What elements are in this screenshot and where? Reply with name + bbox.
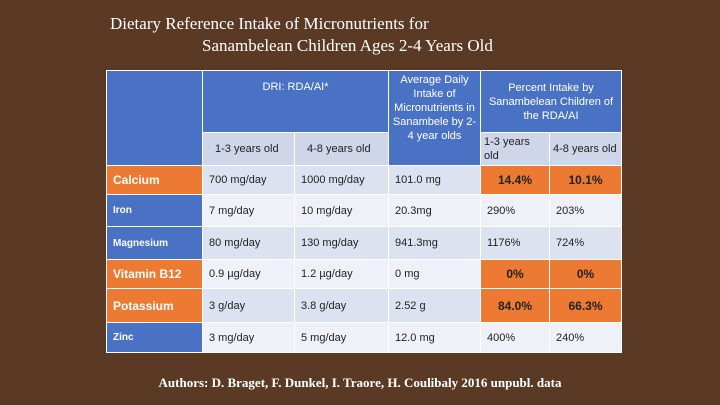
cell-pct-4-8: 10.1% xyxy=(549,165,623,195)
cell-dri-4-8: 1.2 µg/day xyxy=(293,259,390,289)
cell-dri-1-3: 3 mg/day xyxy=(202,322,295,353)
row-label: Iron xyxy=(106,194,203,227)
table-row: Potassium 3 g/day 3.8 g/day 2.52 g 84.0%… xyxy=(106,288,623,323)
row-label: Vitamin B12 xyxy=(106,259,203,289)
table-row: Calcium 700 mg/day 1000 mg/day 101.0 mg … xyxy=(106,165,623,195)
row-label: Potassium xyxy=(106,288,203,323)
cell-pct-1-3: 0% xyxy=(480,259,551,289)
cell-pct-1-3: 290% xyxy=(480,194,551,227)
cell-average-intake: 101.0 mg xyxy=(388,165,482,195)
cell-average-intake: 0 mg xyxy=(388,259,482,289)
cell-pct-1-3: 400% xyxy=(480,322,551,353)
cell-average-intake: 20.3mg xyxy=(388,194,482,227)
cell-pct-4-8: 240% xyxy=(549,322,623,353)
cell-pct-1-3: 14.4% xyxy=(480,165,551,195)
cell-dri-4-8: 3.8 g/day xyxy=(293,288,390,323)
table-row: Zinc 3 mg/day 5 mg/day 12.0 mg 400% 240% xyxy=(106,322,623,353)
cell-dri-4-8: 5 mg/day xyxy=(293,322,390,353)
header-dri: DRI: RDA/AI* xyxy=(201,70,390,133)
cell-pct-4-8: 724% xyxy=(549,226,623,260)
micronutrient-table: DRI: RDA/AI* Average Daily Intake of Mic… xyxy=(106,70,623,353)
cell-average-intake: 2.52 g xyxy=(388,288,482,323)
table-row: Vitamin B12 0.9 µg/day 1.2 µg/day 0 mg 0… xyxy=(106,259,623,289)
row-label: Zinc xyxy=(106,322,203,353)
authors-credit: Authors: D. Braget, F. Dunkel, I. Traore… xyxy=(158,375,562,390)
row-label: Calcium xyxy=(106,165,203,195)
header-dri-age-4-8: 4-8 years old xyxy=(293,132,390,166)
header-dri-age-1-3: 1-3 years old xyxy=(202,132,295,166)
cell-dri-1-3: 700 mg/day xyxy=(202,165,295,195)
header-corner-cell xyxy=(106,70,203,166)
row-label: Magnesium xyxy=(106,226,203,260)
cell-dri-4-8: 10 mg/day xyxy=(293,194,390,227)
cell-pct-1-3: 84.0% xyxy=(480,288,551,323)
cell-pct-1-3: 1176% xyxy=(480,226,551,260)
header-percent-intake: Percent Intake by Sanambelean Children o… xyxy=(480,70,623,133)
cell-average-intake: 941.3mg xyxy=(388,226,482,260)
table-row: Iron 7 mg/day 10 mg/day 20.3mg 290% 203% xyxy=(106,194,623,227)
slide-title-line1: Dietary Reference Intake of Micronutrien… xyxy=(110,14,429,33)
cell-dri-1-3: 80 mg/day xyxy=(202,226,295,260)
cell-average-intake: 12.0 mg xyxy=(388,322,482,353)
cell-dri-4-8: 1000 mg/day xyxy=(293,165,390,195)
header-average-intake: Average Daily Intake of Micronutrients i… xyxy=(388,70,482,166)
cell-dri-1-3: 0.9 µg/day xyxy=(202,259,295,289)
cell-pct-4-8: 0% xyxy=(549,259,623,289)
table-row: Magnesium 80 mg/day 130 mg/day 941.3mg 1… xyxy=(106,226,623,260)
cell-pct-4-8: 203% xyxy=(549,194,623,227)
header-pct-age-1-3: 1-3 years old xyxy=(480,132,551,166)
cell-pct-4-8: 66.3% xyxy=(549,288,623,323)
slide-title-line2: Sanambelean Children Ages 2-4 Years Old xyxy=(202,36,493,55)
cell-dri-1-3: 7 mg/day xyxy=(202,194,295,227)
cell-dri-4-8: 130 mg/day xyxy=(293,226,390,260)
cell-dri-1-3: 3 g/day xyxy=(202,288,295,323)
header-pct-age-4-8: 4-8 years old xyxy=(549,132,623,166)
